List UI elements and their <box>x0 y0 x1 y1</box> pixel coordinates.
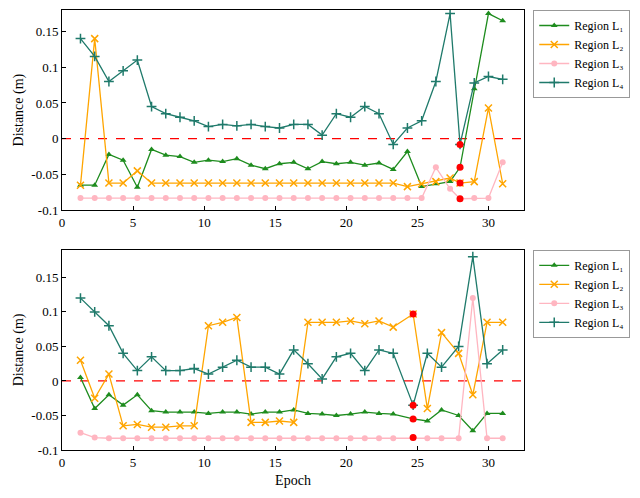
svg-text:0: 0 <box>59 455 66 470</box>
svg-text:5: 5 <box>130 215 137 230</box>
svg-text:25: 25 <box>411 215 424 230</box>
svg-text:0: 0 <box>52 374 59 389</box>
svg-text:-0.05: -0.05 <box>31 408 58 423</box>
svg-text:15: 15 <box>269 215 282 230</box>
svg-text:10: 10 <box>198 215 211 230</box>
svg-text:Distance (m): Distance (m) <box>11 313 27 386</box>
svg-text:10: 10 <box>198 455 211 470</box>
svg-text:0.15: 0.15 <box>36 270 59 285</box>
svg-text:-0.1: -0.1 <box>38 203 59 218</box>
svg-text:Region L₁: Region L₁ <box>574 259 623 273</box>
svg-text:0.05: 0.05 <box>36 96 59 111</box>
svg-text:20: 20 <box>340 215 353 230</box>
svg-text:0.15: 0.15 <box>36 24 59 39</box>
svg-text:0: 0 <box>52 131 59 146</box>
svg-text:0.05: 0.05 <box>36 339 59 354</box>
svg-text:Region L₃: Region L₃ <box>574 297 623 311</box>
svg-text:Distance (m): Distance (m) <box>11 73 27 146</box>
svg-text:25: 25 <box>411 455 424 470</box>
svg-text:30: 30 <box>482 215 495 230</box>
svg-text:5: 5 <box>130 455 137 470</box>
svg-text:30: 30 <box>482 455 495 470</box>
svg-text:0.1: 0.1 <box>42 304 58 319</box>
svg-text:Region L₂: Region L₂ <box>574 38 623 52</box>
svg-text:Region L₄: Region L₄ <box>574 316 623 330</box>
svg-text:-0.1: -0.1 <box>38 443 59 458</box>
svg-text:20: 20 <box>340 455 353 470</box>
svg-text:Region L₃: Region L₃ <box>574 57 623 71</box>
svg-text:-0.05: -0.05 <box>31 167 58 182</box>
svg-text:0: 0 <box>59 215 66 230</box>
svg-text:Region L₂: Region L₂ <box>574 278 623 292</box>
svg-text:Region L₁: Region L₁ <box>574 19 623 33</box>
svg-text:Region L₄: Region L₄ <box>574 76 623 90</box>
svg-text:Epoch: Epoch <box>275 473 311 488</box>
svg-text:0.1: 0.1 <box>42 60 58 75</box>
svg-text:15: 15 <box>269 455 282 470</box>
